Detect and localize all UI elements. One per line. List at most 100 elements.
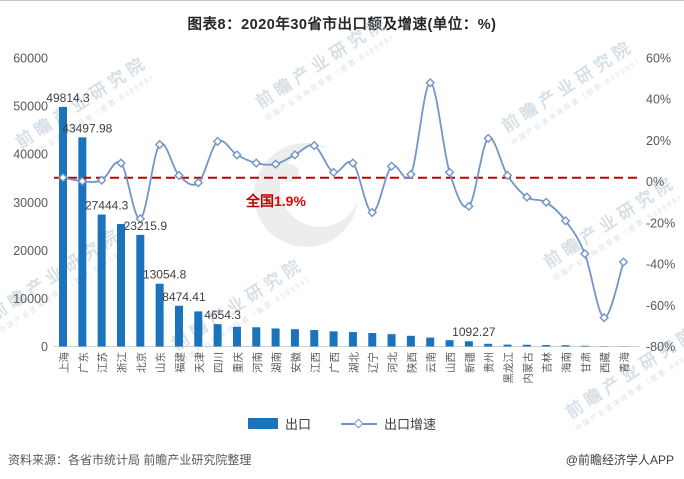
- bar-value-label-四川: 4654.3: [204, 308, 241, 322]
- x-label-云南: 云南: [425, 352, 438, 373]
- bar-山西: [446, 340, 454, 346]
- bar-value-label-北京: 23215.9: [124, 219, 168, 233]
- legend-label-growth: 出口增速: [384, 414, 436, 433]
- x-label-甘肃: 甘肃: [579, 352, 592, 373]
- left-axis-tick: 0: [41, 340, 48, 354]
- legend: 出口 出口增速: [0, 414, 684, 433]
- right-axis-tick: 60%: [646, 52, 671, 66]
- x-label-湖北: 湖北: [348, 352, 360, 373]
- bar-广西: [330, 331, 338, 346]
- x-label-海南: 海南: [560, 352, 573, 373]
- legend-item-growth: 出口增速: [341, 414, 436, 433]
- bar-广东: [78, 137, 86, 346]
- x-label-山西: 山西: [445, 352, 457, 373]
- x-label-辽宁: 辽宁: [367, 352, 380, 373]
- national-average-label: 全国1.9%: [246, 191, 306, 211]
- bar-湖北: [349, 332, 357, 346]
- bar-内蒙古: [523, 345, 531, 347]
- bar-安徽: [291, 329, 299, 346]
- x-label-河南: 河南: [251, 352, 264, 373]
- x-label-江西: 江西: [310, 352, 322, 373]
- x-label-西藏: 西藏: [600, 352, 612, 373]
- left-axis-tick: 60000: [13, 52, 48, 66]
- right-axis-tick: 20%: [646, 134, 671, 148]
- x-label-山东: 山东: [154, 352, 167, 373]
- right-axis-tick: 40%: [646, 93, 671, 107]
- right-axis-tick: -20%: [646, 216, 675, 230]
- legend-item-export: 出口: [248, 414, 311, 433]
- x-label-安徽: 安徽: [289, 352, 302, 373]
- x-label-湖南: 湖南: [270, 352, 283, 373]
- bar-江苏: [98, 215, 106, 347]
- growth-marker-青海: [620, 258, 628, 266]
- growth-marker-浙江: [117, 159, 125, 167]
- footer: 资料来源：各省市统计局 前瞻产业研究院整理 @前瞻经济学人APP: [0, 451, 684, 468]
- x-label-广西: 广西: [329, 352, 341, 373]
- growth-marker-新疆: [465, 203, 473, 211]
- x-label-青海: 青海: [618, 352, 631, 373]
- x-label-新疆: 新疆: [463, 352, 476, 373]
- left-axis-tick: 40000: [13, 148, 48, 162]
- bar-四川: [214, 324, 222, 346]
- growth-marker-河南: [252, 159, 260, 167]
- bar-浙江: [117, 224, 125, 346]
- credit-text: @前瞻经济学人APP: [566, 451, 674, 468]
- x-label-重庆: 重庆: [231, 352, 244, 373]
- x-label-江苏: 江苏: [96, 352, 109, 373]
- x-label-广东: 广东: [77, 352, 90, 373]
- bar-辽宁: [368, 333, 376, 346]
- right-axis-tick: -80%: [646, 340, 675, 354]
- bar-福建: [175, 306, 183, 347]
- growth-marker-山西: [446, 169, 454, 177]
- growth-marker-湖北: [349, 159, 357, 167]
- bar-value-label-上海: 49814.3: [46, 91, 90, 105]
- bar-value-label-福建: 8474.41: [162, 290, 206, 304]
- growth-marker-贵州: [484, 135, 492, 143]
- national-average-value: 1.9%: [274, 193, 306, 209]
- bar-重庆: [233, 327, 241, 347]
- national-average-prefix: 全国: [246, 193, 274, 209]
- x-label-四川: 四川: [213, 352, 225, 373]
- line-series-swatch-icon: [341, 418, 377, 430]
- bar-河北: [388, 334, 396, 346]
- left-axis-tick: 10000: [13, 292, 48, 306]
- x-label-吉林: 吉林: [541, 352, 554, 373]
- legend-label-export: 出口: [285, 414, 311, 433]
- growth-marker-甘肃: [581, 250, 589, 258]
- growth-line: [63, 83, 624, 318]
- right-axis-tick: -60%: [646, 299, 675, 313]
- bar-陕西: [407, 336, 415, 347]
- right-axis-tick: 0%: [646, 175, 664, 189]
- bar-series-swatch-icon: [248, 418, 278, 429]
- x-label-贵州: 贵州: [483, 352, 496, 373]
- bar-北京: [136, 235, 144, 347]
- bar-甘肃: [581, 346, 589, 347]
- bar-新疆: [465, 341, 473, 346]
- x-label-河北: 河北: [387, 352, 399, 373]
- x-label-黑龙江: 黑龙江: [502, 352, 515, 384]
- bar-河南: [252, 327, 260, 346]
- left-axis-tick: 30000: [13, 196, 48, 210]
- bar-上海: [59, 107, 67, 347]
- bar-黑龙江: [504, 345, 512, 347]
- right-axis-tick: -40%: [646, 258, 675, 272]
- x-label-福建: 福建: [173, 352, 186, 373]
- bar-value-label-江苏: 27444.3: [85, 199, 129, 213]
- growth-marker-山东: [156, 141, 164, 149]
- bar-value-label-山东: 13054.8: [143, 268, 187, 282]
- x-label-陕西: 陕西: [405, 352, 418, 373]
- x-label-浙江: 浙江: [116, 352, 128, 373]
- left-axis-tick: 50000: [13, 100, 48, 114]
- x-label-内蒙古: 内蒙古: [521, 352, 534, 384]
- bar-海南: [562, 345, 570, 346]
- bar-湖南: [272, 328, 280, 346]
- bar-value-label-广东: 43497.98: [62, 121, 112, 135]
- growth-marker-湖南: [272, 160, 280, 168]
- bar-云南: [426, 338, 434, 347]
- bar-吉林: [542, 345, 550, 346]
- left-axis-tick: 20000: [13, 244, 48, 258]
- bar-江西: [310, 330, 318, 346]
- bar-value-label-新疆: 1092.27: [452, 325, 496, 339]
